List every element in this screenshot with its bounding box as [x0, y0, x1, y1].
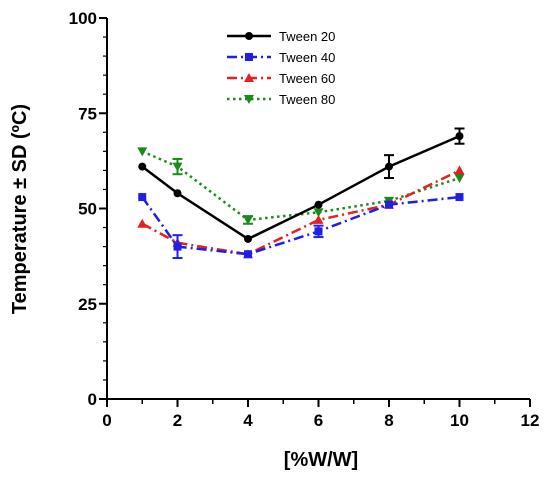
- y-tick-label: 100: [69, 9, 97, 28]
- series-line: [141, 169, 461, 256]
- series-tween-40: [138, 193, 464, 260]
- y-axis-title: Temperature ± SD (ºC): [9, 104, 31, 314]
- legend-label: Tween 20: [279, 29, 335, 44]
- y-tick-label: 50: [78, 200, 97, 219]
- plot-area: [137, 127, 465, 260]
- x-tick-label: 2: [173, 411, 182, 430]
- series-tween-60: [137, 165, 465, 259]
- series-line: [141, 195, 460, 256]
- y-ticks: 0 25 50 75 100: [69, 9, 107, 409]
- legend-item: Tween 60: [227, 71, 335, 86]
- legend: Tween 20 Tween 40 Tween 60 Tween 80: [227, 29, 335, 107]
- data-point: [314, 227, 323, 236]
- x-tick-label: 10: [450, 411, 469, 430]
- data-point: [137, 147, 148, 157]
- data-point: [244, 250, 252, 259]
- data-point: [385, 162, 393, 171]
- data-point: [173, 189, 182, 198]
- data-point: [313, 208, 324, 218]
- x-axis-title: [%W/W]: [284, 449, 358, 471]
- axes: 0 2 4 6 8 10 12 0 25 50 75 100: [69, 9, 540, 430]
- y-tick-label: 25: [78, 295, 97, 314]
- y-tick-label: 0: [88, 390, 97, 409]
- legend-label: Tween 60: [279, 71, 335, 86]
- data-point: [385, 200, 393, 209]
- x-tick-label: 8: [384, 411, 393, 430]
- data-point: [245, 53, 253, 61]
- x-tick-label: 4: [243, 411, 253, 430]
- data-point: [455, 193, 464, 202]
- legend-label: Tween 80: [279, 92, 335, 107]
- data-point: [313, 214, 324, 224]
- data-point: [173, 242, 182, 251]
- legend-item: Tween 20: [227, 29, 335, 44]
- x-tick-label: 12: [521, 411, 540, 430]
- y-tick-label: 75: [78, 104, 97, 123]
- data-point: [138, 193, 147, 202]
- series-tween-80: [137, 147, 465, 225]
- data-point: [137, 218, 148, 228]
- data-point: [454, 165, 465, 175]
- series-tween-20: [138, 127, 465, 243]
- data-point: [172, 162, 183, 172]
- data-point: [244, 95, 254, 104]
- x-tick-label: 6: [314, 411, 323, 430]
- data-point: [454, 174, 465, 184]
- series-line: [141, 134, 460, 241]
- legend-item: Tween 80: [227, 92, 335, 107]
- data-point: [244, 234, 252, 243]
- x-ticks: 0 2 4 6 8 10 12: [102, 399, 539, 430]
- x-tick-label: 0: [102, 411, 111, 430]
- data-point: [243, 215, 253, 225]
- series-line: [141, 150, 460, 222]
- data-point: [455, 132, 464, 141]
- data-point: [245, 32, 253, 40]
- data-point: [138, 162, 147, 171]
- data-point: [314, 200, 323, 209]
- data-point: [244, 73, 254, 82]
- legend-label: Tween 40: [279, 50, 335, 65]
- legend-item: Tween 40: [227, 50, 335, 65]
